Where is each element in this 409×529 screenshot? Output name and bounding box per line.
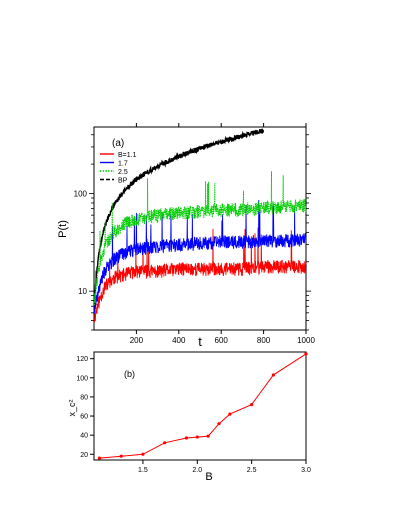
- panel-b-ytick-label: 120: [76, 356, 88, 363]
- legend-label: B=1.1: [118, 152, 137, 159]
- panel-a-legend: B=1.1 1.72.5 BP: [100, 152, 137, 185]
- panel-a-series-2-5: [93, 171, 307, 306]
- panel-b-point: [304, 352, 308, 356]
- panel-b-xtick-label: 1.5: [138, 467, 148, 474]
- panel-b-axes: 1.5 2.0 2.5 3.0 20 40 60 80 100 120: [76, 356, 311, 474]
- panel-b-ytick-label: 60: [80, 414, 88, 421]
- panel-b-ytick-label: 80: [80, 394, 88, 401]
- panel-a-xtick-label: 600: [215, 336, 229, 345]
- panel-b-point: [184, 436, 189, 440]
- panel-a-label: (a): [112, 138, 124, 149]
- panel-b: 1.5 2.0 2.5 3.0 20 40 60 80 100 120 (b) B x_c²: [67, 351, 311, 483]
- panel-b-point: [163, 441, 167, 445]
- panel-a-xtick-label: 1000: [297, 336, 315, 345]
- panel-a-xlabel: t: [198, 334, 202, 349]
- panel-b-point: [119, 454, 123, 458]
- panel-a-series-1-7: [93, 200, 307, 314]
- legend-label: BP: [118, 178, 128, 185]
- panel-a-series-b-1-1: [93, 227, 307, 323]
- panel-a-xtick-label: 800: [257, 336, 271, 345]
- panel-b-point: [271, 373, 275, 377]
- panel-b-ytick-label: 100: [76, 375, 88, 382]
- panel-b-ytick-label: 40: [80, 433, 88, 440]
- panel-b-xtick-label: 2.0: [192, 467, 202, 474]
- panel-b-ytick-label: 20: [80, 452, 88, 459]
- panel-b-series: [97, 352, 308, 460]
- panel-a-xtick-label: 400: [172, 336, 186, 345]
- panel-b-point: [217, 422, 221, 426]
- panel-b-label: (b): [124, 369, 135, 379]
- panel-b-xtick-label: 2.5: [247, 467, 257, 474]
- panel-b-series-line: [99, 353, 307, 459]
- legend-label: 1.7: [118, 161, 128, 168]
- panel-a-ytick-label: 100: [74, 190, 88, 199]
- legend-label: 2.5: [118, 169, 128, 176]
- panel-a-xtick-label: 200: [130, 336, 144, 345]
- panel-b-xtick-label: 3.0: [301, 467, 311, 474]
- panel-a-axes: 200 400 600 800 1000 10 100: [74, 123, 315, 345]
- panel-b-point: [97, 456, 102, 460]
- panel-b-point: [228, 412, 232, 416]
- panel-b-point: [141, 452, 145, 456]
- panel-a-series-bp: [93, 128, 264, 305]
- panel-a-ytick-label: 10: [78, 287, 87, 296]
- panel-b-frame: [93, 351, 307, 461]
- panel-a-ylabel: P(t): [57, 220, 69, 238]
- panel-b-xlabel: B: [205, 471, 212, 483]
- panel-a-frame: [93, 126, 307, 331]
- panel-b-ylabel: x_c²: [67, 399, 77, 416]
- panel-b-point: [206, 434, 210, 438]
- panel-b-point: [250, 402, 254, 407]
- panel-b-point: [195, 435, 199, 439]
- panel-a-traces: [93, 128, 307, 323]
